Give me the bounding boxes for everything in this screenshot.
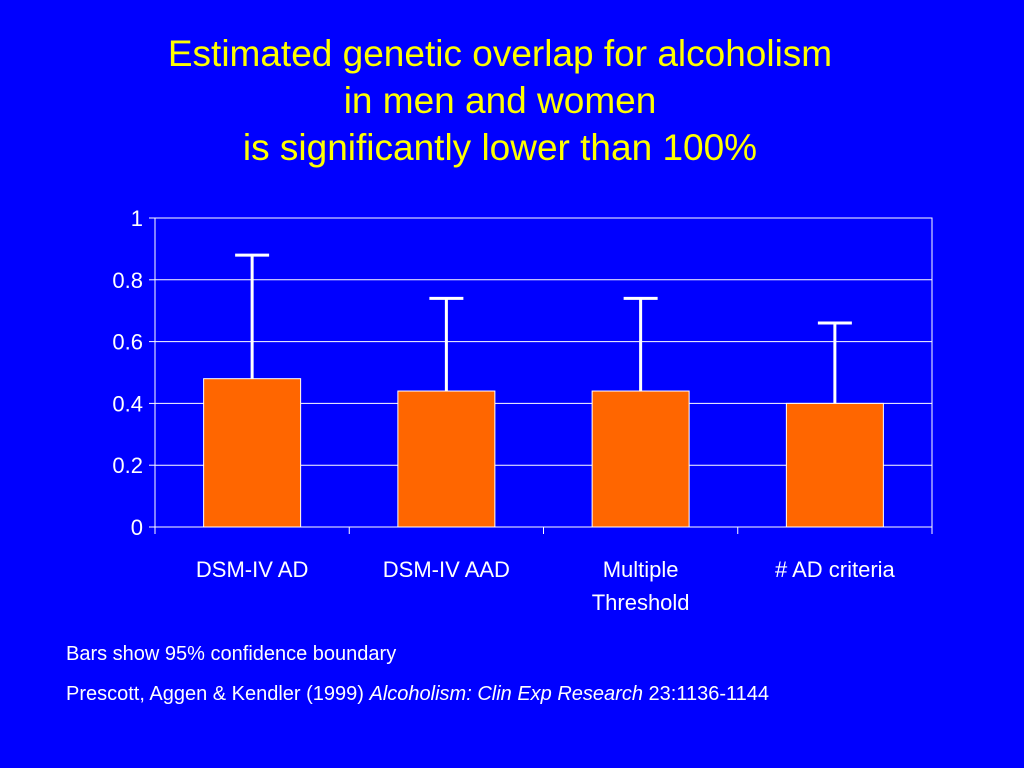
y-tick-label: 1 (131, 206, 143, 231)
x-tick-label: Multiple (603, 557, 679, 582)
bar (397, 390, 496, 528)
x-tick-label: # AD criteria (775, 557, 896, 582)
chart-title: Estimated genetic overlap for alcoholism… (0, 30, 1000, 171)
y-tick-label: 0.8 (112, 268, 143, 293)
title-line-2: in men and women (343, 80, 657, 121)
bar (785, 402, 884, 528)
citation-volume: 23:1136-1144 (642, 683, 770, 705)
x-tick-label: DSM-IV AAD (383, 557, 510, 582)
citation: Prescott, Aggen & Kendler (1999) Alcohol… (66, 683, 769, 706)
y-tick-label: 0.6 (112, 330, 143, 355)
bar (203, 378, 302, 528)
title-line-3: is significantly lower than 100% (242, 127, 758, 168)
y-tick-label: 0 (131, 515, 143, 540)
y-tick-label: 0.4 (112, 391, 143, 416)
citation-authors: Prescott, Aggen & Kendler (1999) (66, 683, 370, 705)
x-tick-label: DSM-IV AD (196, 557, 308, 582)
x-tick-label: Threshold (592, 590, 690, 615)
citation-journal: Alcoholism: Clin Exp Research (369, 683, 643, 705)
confidence-note: Bars show 95% confidence boundary (66, 643, 397, 665)
bar (591, 390, 690, 528)
bar-chart: 0 0.2 0.4 0.6 0.8 1 DSM-IV AD DSM-IV AAD Multipl… (112, 206, 933, 615)
title-line-1: Estimated genetic overlap for alcoholism (167, 33, 833, 74)
y-tick-label: 0.2 (112, 453, 143, 478)
